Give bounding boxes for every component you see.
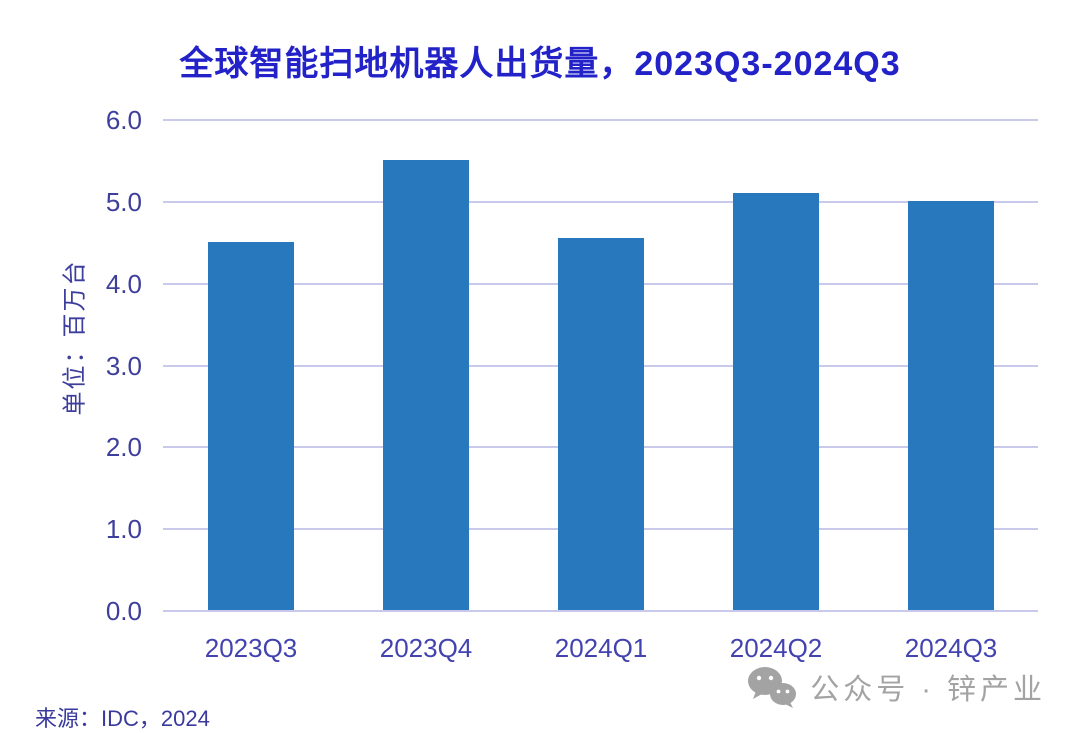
watermark: 公众号 · 锌产业 [746, 665, 1046, 709]
x-tick-label: 2024Q1 [554, 633, 648, 663]
y-tick-label: 0.0 [105, 596, 142, 626]
bar-2023Q3 [207, 241, 294, 610]
wechat-icon [748, 667, 797, 708]
bar-2024Q2 [732, 192, 819, 610]
watermark-text: 公众号 · 锌产业 [810, 674, 1046, 706]
x-tick-label: 2024Q3 [904, 633, 998, 663]
x-tick-label: 2023Q4 [379, 633, 473, 663]
chart-title: 全球智能扫地机器人出货量，2023Q3-2024Q3 [179, 45, 901, 83]
y-tick-label: 1.0 [105, 514, 142, 545]
source-note: 来源：IDC，2024 [35, 706, 210, 731]
y-tick-label: 5.0 [105, 186, 142, 217]
y-tick-label: 6.0 [105, 105, 142, 135]
plot-area [163, 119, 1038, 612]
y-tick-label: 4.0 [105, 268, 142, 299]
gridline [163, 119, 1038, 121]
bar-2024Q1 [557, 237, 644, 610]
y-tick-label: 3.0 [105, 350, 142, 381]
y-tick-label: 2.0 [105, 432, 142, 463]
bar-2024Q3 [907, 200, 994, 610]
x-tick-label: 2024Q2 [729, 633, 823, 663]
x-tick-label: 2023Q3 [204, 633, 298, 663]
y-axis-label: 单位：百万台 [61, 259, 89, 416]
bar-2023Q4 [382, 159, 469, 610]
gridline [163, 610, 1038, 612]
gridline [163, 200, 1038, 203]
